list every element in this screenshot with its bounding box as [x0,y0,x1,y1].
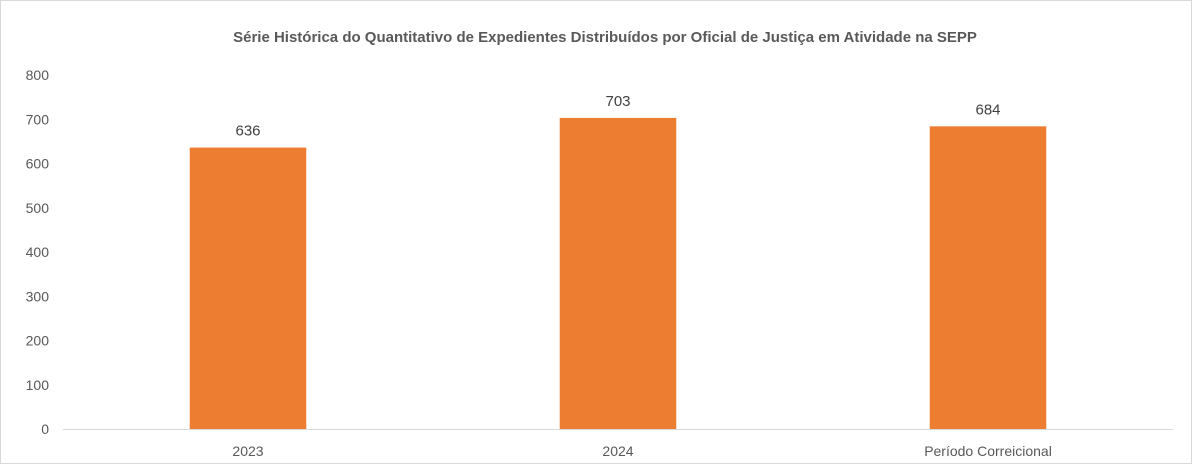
x-tick-label: 2024 [602,443,633,459]
bar [929,126,1047,429]
chart-title: Série Histórica do Quantitativo de Exped… [233,29,977,46]
x-axis: 2023 2024 Período Correicional [232,443,1051,459]
data-labels: 636 703 684 [235,93,1000,140]
x-tick-label: Período Correicional [924,443,1052,459]
y-tick-label: 300 [26,288,50,304]
data-label: 684 [975,101,1000,118]
bar [189,147,307,429]
y-tick-label: 800 [26,67,50,83]
y-axis: 0 100 200 300 400 500 600 700 800 [26,67,1173,437]
bar [559,117,677,430]
y-tick-label: 600 [26,156,50,172]
y-tick-label: 400 [26,244,50,260]
y-tick-label: 100 [26,377,50,393]
y-tick-label: 500 [26,200,50,216]
y-tick-label: 200 [26,333,50,349]
x-tick-label: 2023 [232,443,263,459]
y-tick-label: 0 [41,421,49,437]
data-label: 636 [235,123,260,140]
y-tick-label: 700 [26,111,50,127]
bars [189,117,1047,430]
data-label: 703 [605,93,630,110]
